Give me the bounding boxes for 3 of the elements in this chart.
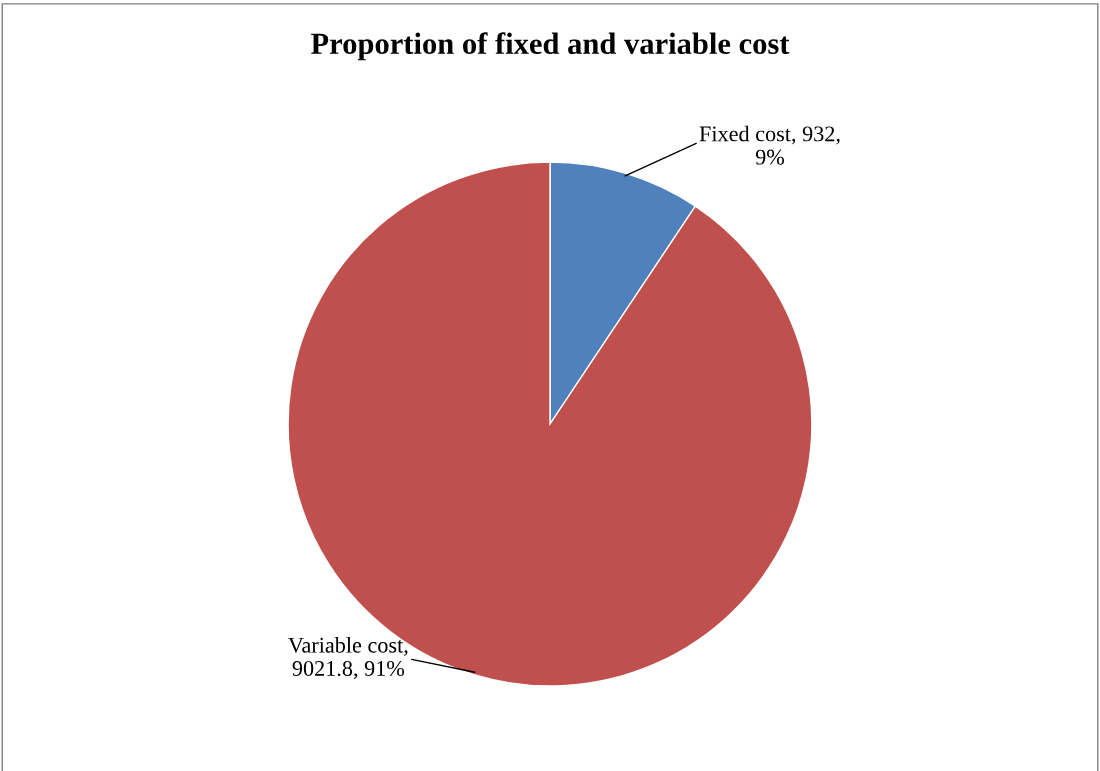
chart-title: Proportion of fixed and variable cost bbox=[311, 32, 790, 61]
slice-label: Fixed cost, 932, 9% bbox=[699, 125, 840, 165]
slice-label: Variable cost, 9021.8, 91% bbox=[288, 637, 408, 680]
